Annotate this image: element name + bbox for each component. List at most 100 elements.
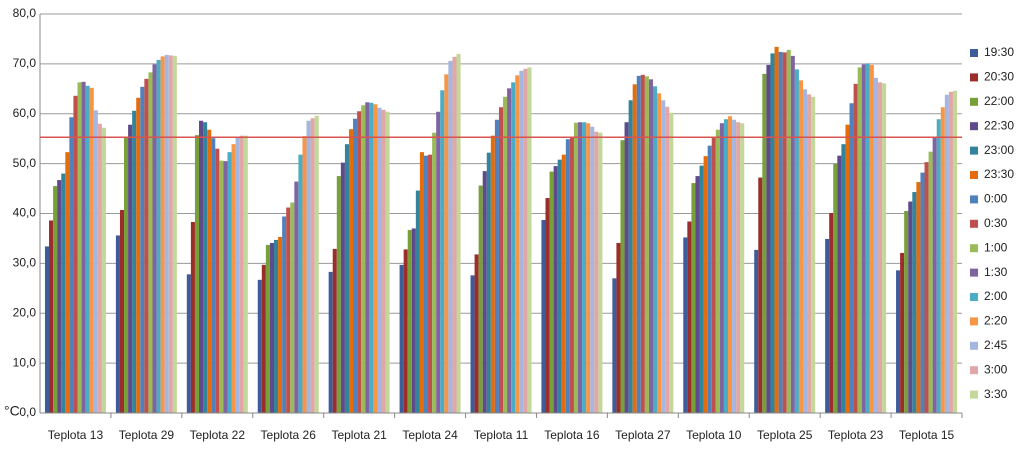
bar xyxy=(707,145,712,414)
bar xyxy=(377,107,382,413)
bar xyxy=(211,138,216,413)
bar xyxy=(657,93,662,414)
bar xyxy=(849,103,854,414)
bar xyxy=(399,264,404,413)
bar xyxy=(282,216,287,413)
bar xyxy=(223,161,228,413)
bar xyxy=(523,68,528,414)
bar xyxy=(144,78,149,414)
bar xyxy=(470,275,475,413)
bar xyxy=(598,132,603,413)
legend-swatch xyxy=(970,268,978,277)
y-tick-label: 10,0 xyxy=(13,355,37,369)
x-tick-label: Teplota 23 xyxy=(828,428,884,442)
bar xyxy=(557,159,562,413)
legend-swatch xyxy=(970,317,978,326)
legend-label: 3:00 xyxy=(984,362,1008,376)
bar xyxy=(261,264,266,413)
bar xyxy=(774,46,779,413)
x-tick-label: Teplota 22 xyxy=(190,428,246,442)
x-tick-label: Teplota 13 xyxy=(48,428,104,442)
bar xyxy=(561,154,566,413)
legend-label: 1:30 xyxy=(984,265,1008,279)
legend-label: 0:30 xyxy=(984,216,1008,230)
y-tick-label: 40,0 xyxy=(13,206,37,220)
legend-label: 2:00 xyxy=(984,289,1008,303)
bar xyxy=(640,74,645,413)
bar xyxy=(186,274,191,413)
bar xyxy=(653,86,658,413)
x-tick-label: Teplota 29 xyxy=(119,428,175,442)
legend-swatch xyxy=(970,390,978,399)
bar xyxy=(545,198,550,413)
bar xyxy=(69,117,74,414)
bar xyxy=(207,129,212,413)
bar xyxy=(119,210,125,413)
legend-label: 22:30 xyxy=(984,118,1014,132)
bar xyxy=(452,56,457,414)
bar xyxy=(494,119,499,414)
bar xyxy=(845,124,850,413)
bar xyxy=(85,85,90,413)
legend-swatch xyxy=(970,97,978,106)
bar xyxy=(310,118,315,414)
bar xyxy=(328,271,333,413)
bar xyxy=(770,53,775,414)
bar xyxy=(515,75,520,413)
bar xyxy=(73,95,78,414)
bar xyxy=(873,77,878,413)
bar xyxy=(877,82,883,414)
bar xyxy=(740,123,745,413)
bar xyxy=(407,229,412,413)
bar xyxy=(628,100,633,413)
y-tick-label: 50,0 xyxy=(13,156,37,170)
x-tick-label: Teplota 10 xyxy=(686,428,742,442)
bar xyxy=(944,94,949,414)
bar xyxy=(565,139,570,413)
bar xyxy=(669,112,674,413)
bar xyxy=(124,137,129,413)
bar xyxy=(128,124,133,413)
bar xyxy=(65,152,70,413)
bar xyxy=(436,111,441,413)
bar xyxy=(332,248,337,413)
bar xyxy=(904,211,909,413)
bar xyxy=(802,89,808,413)
y-tick-label: 20,0 xyxy=(13,305,37,319)
bar xyxy=(916,182,921,413)
bar xyxy=(290,202,295,413)
bar xyxy=(44,246,50,413)
bar xyxy=(302,136,307,413)
legend-label: 22:00 xyxy=(984,94,1014,108)
bar xyxy=(699,165,704,413)
bar xyxy=(432,132,437,413)
bar xyxy=(57,180,62,413)
bar xyxy=(428,154,433,413)
bar xyxy=(486,152,491,413)
legend-swatch xyxy=(970,49,978,57)
bar xyxy=(482,171,487,413)
legend-label: 20:30 xyxy=(984,70,1014,84)
bar xyxy=(403,249,408,413)
bar xyxy=(269,242,274,413)
bar xyxy=(136,97,141,413)
bar xyxy=(286,207,291,413)
y-axis-label: °C xyxy=(4,403,20,419)
bar xyxy=(257,279,262,413)
bar xyxy=(837,155,842,413)
bar xyxy=(861,64,866,413)
y-tick-label: 70,0 xyxy=(13,56,37,70)
bar xyxy=(172,55,177,414)
bar xyxy=(519,70,524,414)
bar xyxy=(93,110,98,413)
bar xyxy=(77,82,82,414)
bar xyxy=(298,154,303,413)
bar xyxy=(790,55,795,414)
bar xyxy=(569,137,574,413)
bar xyxy=(190,221,195,413)
bar xyxy=(148,72,153,413)
bar xyxy=(385,111,390,413)
bar xyxy=(411,228,416,413)
